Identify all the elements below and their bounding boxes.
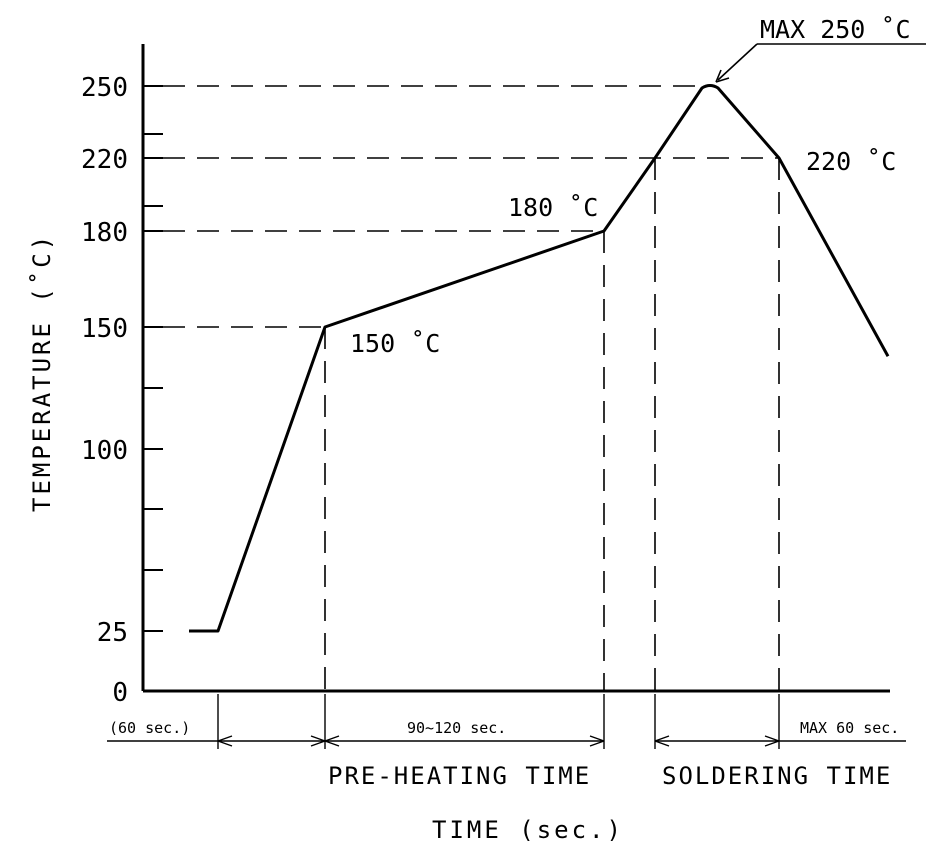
dimension-arrowhead bbox=[654, 735, 670, 747]
dimension-arrowhead bbox=[310, 735, 326, 747]
y-tick-label: 220 bbox=[81, 145, 128, 175]
y-tick-label: 100 bbox=[81, 436, 128, 466]
dimension-arrowhead bbox=[764, 735, 780, 747]
y-axis-title: TEMPERATURE (˚C) bbox=[28, 233, 56, 512]
y-tick-label: 180 bbox=[81, 218, 128, 248]
x-axis-title: TIME (sec.) bbox=[432, 816, 624, 844]
dimension-arrowhead bbox=[324, 735, 340, 747]
time-dimensions bbox=[107, 694, 906, 749]
interval-ramp-label: (60 sec.) bbox=[109, 719, 190, 737]
temperature-profile bbox=[189, 43, 926, 633]
interval-soldering-label: MAX 60 sec. bbox=[800, 719, 899, 737]
dimension-arrowhead bbox=[589, 735, 605, 747]
phase-soldering-label: SOLDERING TIME bbox=[662, 762, 892, 790]
interval-preheat-label: 90~120 sec. bbox=[407, 719, 506, 737]
annotation-220: 220 ˚C bbox=[806, 147, 896, 176]
y-ticks: 0 25 100 150 180 220 250 bbox=[81, 73, 163, 708]
y-tick-label: 25 bbox=[97, 618, 128, 648]
max-leader-line bbox=[717, 43, 758, 81]
y-tick-label: 250 bbox=[81, 73, 128, 103]
reference-lines bbox=[163, 85, 780, 691]
annotation-150: 150 ˚C bbox=[350, 329, 440, 358]
profile-line bbox=[189, 84, 890, 633]
phase-preheat-label: PRE-HEATING TIME bbox=[328, 762, 591, 790]
annotation-max-250: MAX 250 ˚C bbox=[760, 15, 911, 44]
axes bbox=[141, 44, 890, 693]
y-tick-label: 150 bbox=[81, 314, 128, 344]
max-leader-arrowhead bbox=[715, 69, 730, 83]
annotation-180: 180 ˚C bbox=[508, 193, 598, 222]
dimension-arrowhead bbox=[217, 735, 233, 747]
y-tick-label: 0 bbox=[112, 678, 128, 708]
